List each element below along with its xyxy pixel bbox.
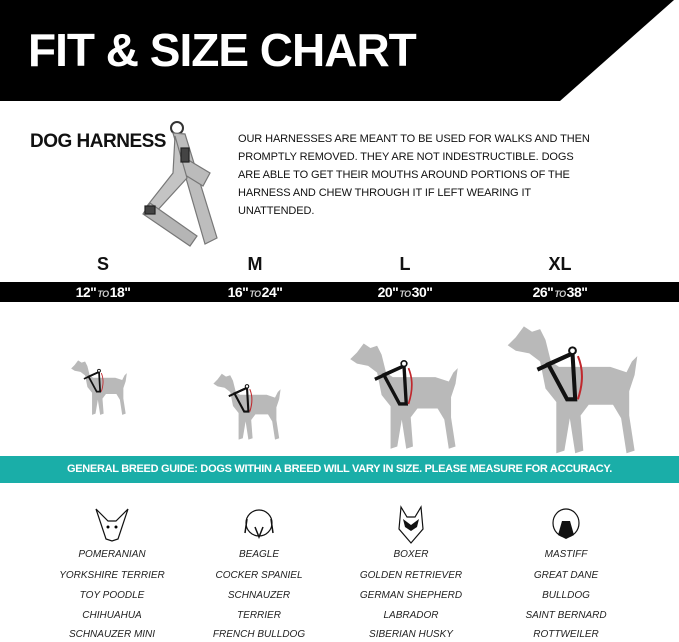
breed-guide-text: GENERAL BREED GUIDE: DOGS WITHIN A BREED…	[66, 463, 613, 475]
dog-small	[70, 359, 128, 416]
breed-item: MASTIFF	[544, 549, 588, 560]
description-line: HARNESS AND CHEW THROUGH IT IF LEFT WEAR…	[238, 187, 532, 199]
size-range-l: 20"TO30"	[377, 284, 433, 300]
breed-item: CHIHUAHUA	[82, 610, 142, 621]
product-description: OUR HARNESSES ARE MEANT TO BE USED FOR W…	[238, 130, 668, 220]
breed-item: GOLDEN RETRIEVER	[359, 570, 463, 581]
breed-item: ROTTWEILER	[533, 629, 599, 640]
dog-large	[348, 341, 460, 451]
breed-column-xlarge: MASTIFF GREAT DANE BULLDOG SAINT BERNARD…	[486, 505, 646, 640]
breed-item: SAINT BERNARD	[525, 610, 607, 621]
product-name: DOG HARNESS	[30, 131, 166, 152]
breed-item: YORKSHIRE TERRIER	[59, 570, 165, 581]
header-banner	[0, 0, 674, 101]
chihuahua-head-icon	[95, 508, 129, 542]
size-label-s: S	[96, 254, 109, 274]
size-range-xl: 26"TO38"	[532, 284, 588, 300]
mastiff-head-icon	[552, 508, 580, 539]
breed-item: TOY POODLE	[79, 590, 145, 601]
breed-item: SIBERIAN HUSKY	[369, 629, 453, 640]
description-line: UNATTENDED.	[238, 205, 315, 217]
dog-xlarge	[508, 326, 638, 453]
breed-item: FRENCH BULLDOG	[212, 629, 306, 640]
size-label-m: M	[247, 254, 263, 274]
dog-medium	[212, 372, 282, 441]
breed-item: TERRIER	[237, 610, 281, 621]
breed-item: SCHNAUZER	[227, 590, 291, 601]
breed-item: COCKER SPANIEL	[215, 570, 303, 581]
size-label-xl: XL	[548, 254, 572, 274]
description-line: ARE ABLE TO GET THEIR MOUTHS AROUND PORT…	[238, 169, 570, 181]
page-title: FIT & SIZE CHART	[28, 24, 417, 76]
size-range-m: 16"TO24"	[227, 284, 283, 300]
husky-head-icon	[398, 505, 424, 544]
breed-guide-banner	[0, 456, 679, 483]
breed-item: LABRADOR	[383, 610, 439, 621]
size-range-s: 12"TO18"	[75, 284, 131, 300]
description-line: OUR HARNESSES ARE MEANT TO BE USED FOR W…	[238, 133, 590, 145]
breed-item: BEAGLE	[238, 549, 280, 560]
breed-column-small: POMERANIAN YORKSHIRE TERRIER TOY POODLE …	[32, 505, 192, 640]
breed-item: GREAT DANE	[533, 570, 599, 581]
breed-column-medium: BEAGLE COCKER SPANIEL SCHNAUZER TERRIER …	[179, 505, 339, 640]
size-label-l: L	[399, 254, 411, 274]
breed-item: SCHNAUZER MINI	[68, 629, 156, 640]
breed-item: GERMAN SHEPHERD	[359, 590, 463, 601]
beagle-head-icon	[244, 509, 274, 540]
dog-size-illustrations	[70, 303, 679, 456]
harness-image	[142, 121, 218, 247]
breed-item: BULLDOG	[542, 590, 590, 601]
breed-column-large: BOXER GOLDEN RETRIEVER GERMAN SHEPHERD L…	[331, 505, 491, 640]
breed-item: POMERANIAN	[78, 549, 146, 560]
breed-item: BOXER	[393, 549, 429, 560]
size-range-bar	[0, 282, 679, 302]
description-line: PROMPTLY REMOVED. THEY ARE NOT INDESTRUC…	[238, 151, 574, 163]
